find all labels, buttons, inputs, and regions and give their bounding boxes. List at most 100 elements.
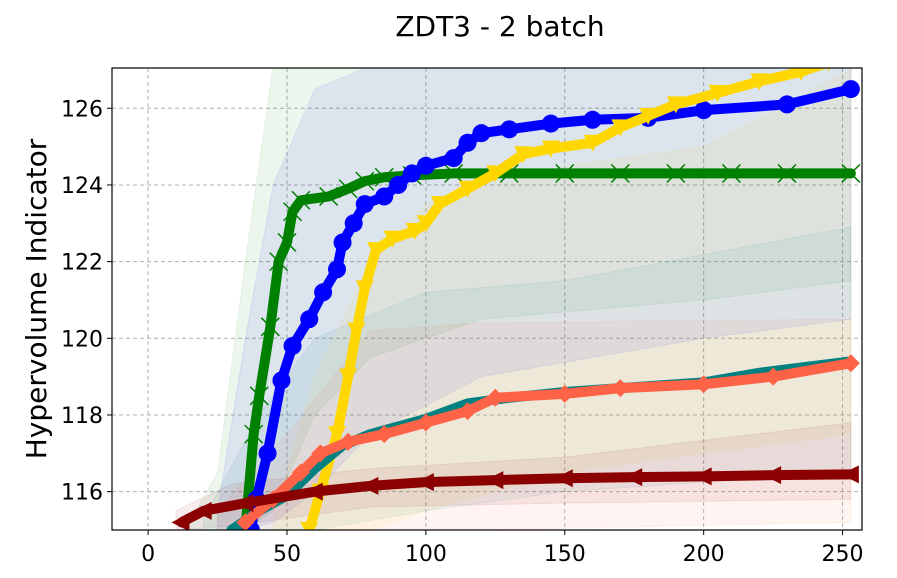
marker-diamond [486,388,505,407]
y-axis-ticks: 116 118 120 122 124 126 [61,97,112,506]
y-tick-label: 116 [61,481,103,506]
series-lines [171,68,861,530]
marker-circle [333,233,352,252]
marker-circle [694,101,713,120]
marker-triangle-down [583,134,602,152]
marker-circle [841,80,860,99]
marker-triangle-down [750,73,769,91]
marker-triangle-down [794,68,808,81]
marker-triangle-down [355,280,374,298]
marker-x [444,163,464,183]
marker-triangle-down [430,196,449,214]
marker-diamond [841,354,860,373]
marker-circle [283,336,302,355]
marker-diamond [339,432,358,451]
series-blue [241,80,860,530]
marker-circle [300,310,319,329]
x-tick-label: 100 [405,542,447,567]
marker-triangle-down [339,368,358,386]
x-tick-label: 150 [544,542,586,567]
y-tick-label: 118 [61,404,103,429]
marker-triangle-left [840,465,859,484]
marker-circle [375,187,394,206]
marker-x [283,202,303,222]
marker-diamond [311,444,330,463]
marker-circle [458,133,477,152]
marker-x [777,163,797,183]
marker-x [338,179,358,199]
marker-triangle-down [826,68,831,72]
marker-triangle-down [458,180,477,198]
y-tick-label: 120 [61,327,103,352]
marker-triangle-down [611,119,630,137]
marker-triangle-down [666,96,685,114]
marker-triangle-down [639,107,658,125]
marker-circle [389,175,408,194]
marker-triangle-left [304,482,323,501]
marker-circle [472,124,491,143]
marker-x [291,190,311,210]
marker-triangle-down [514,146,533,164]
marker-triangle-down [416,215,435,233]
x-tick-label: 50 [273,542,301,567]
marker-x [244,424,264,444]
marker-x [721,163,741,183]
marker-circle [344,214,363,233]
plot-frame [111,67,863,531]
marker-triangle-down [708,84,727,102]
marker-diamond [291,463,310,482]
marker-x [319,186,339,206]
marker-triangle-down [541,140,560,158]
marker-triangle-down [405,222,424,240]
y-tick-label: 124 [61,174,103,199]
marker-triangle-left [485,471,504,490]
marker-circle [500,120,519,139]
x-axis-ticks: 0 50 100 150 200 250 [141,530,864,567]
marker-diamond [555,384,574,403]
chart-title: ZDT3 - 2 batch [395,10,604,43]
marker-circle [328,260,346,279]
series-tomato [236,354,860,530]
marker-circle [403,164,421,183]
marker-triangle-left [360,476,379,495]
marker-triangle-left [554,469,573,488]
marker-x [610,163,630,183]
marker-diamond [458,402,477,421]
marker-triangle-down [383,230,402,248]
marker-diamond [236,513,255,530]
marker-triangle-left [624,468,643,487]
marker-triangle-left [193,501,212,520]
marker-x [555,163,575,183]
marker-circle [444,149,463,168]
marker-diamond [764,367,783,386]
marker-triangle-down [347,322,366,340]
y-tick-label: 122 [61,251,103,276]
marker-triangle-down [300,522,319,530]
marker-diamond [611,379,630,398]
marker-x [277,232,297,252]
marker-triangle-down [328,426,346,444]
marker-circle [778,95,796,114]
marker-circle [272,371,291,390]
x-tick-label: 200 [683,542,725,567]
marker-triangle-left [763,466,782,485]
x-tick-label: 0 [141,542,155,567]
marker-triangle-left [693,467,712,486]
marker-x [249,386,269,406]
y-tick-label: 126 [61,97,103,122]
marker-circle [258,444,277,463]
marker-diamond [375,425,394,444]
marker-x [355,171,375,191]
marker-circle [583,110,602,129]
marker-triangle-left [415,473,434,492]
marker-x [841,163,861,183]
marker-circle [416,156,435,175]
marker-x [666,163,686,183]
marker-triangle-left [235,494,254,513]
x-tick-label: 250 [822,542,864,567]
marker-circle [314,283,333,302]
series-darkred [171,465,859,530]
marker-triangle-left [171,513,190,530]
y-axis-label: Hypervolume Indicator [20,138,53,459]
